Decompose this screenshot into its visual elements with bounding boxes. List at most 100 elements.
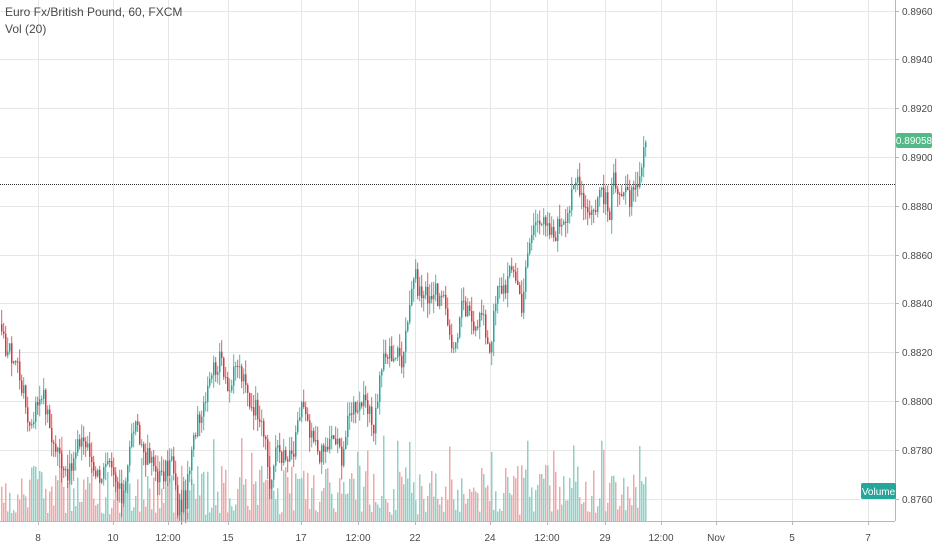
candle — [603, 174, 605, 214]
candle — [135, 420, 137, 436]
volume-bar — [159, 508, 161, 521]
volume-bar — [493, 509, 495, 521]
volume-bar — [297, 478, 299, 521]
volume-bar — [551, 511, 553, 521]
candle — [403, 351, 405, 378]
volume-bar — [453, 499, 455, 521]
volume-bar — [21, 478, 23, 521]
candle — [299, 407, 301, 422]
candle — [305, 401, 307, 422]
volume-bar — [3, 502, 5, 521]
volume-bar — [407, 478, 409, 521]
volume-bar — [49, 491, 51, 521]
candle — [407, 320, 409, 333]
volume-bar — [585, 481, 587, 521]
candle — [455, 341, 457, 353]
volume-bar — [635, 487, 637, 521]
volume-bar — [117, 481, 119, 521]
volume-bar — [327, 468, 329, 521]
volume-bar — [233, 510, 235, 521]
volume-bar — [279, 514, 281, 521]
volume-bar — [355, 499, 357, 521]
candle — [457, 332, 459, 350]
candle — [607, 185, 609, 222]
volume-bar — [289, 493, 291, 521]
volume-bar — [519, 514, 521, 521]
volume-bar — [265, 479, 267, 521]
candle — [331, 425, 333, 450]
candle — [363, 381, 365, 415]
volume-bar — [25, 496, 27, 521]
candle — [103, 462, 105, 486]
candle — [239, 354, 241, 379]
volume-bar — [429, 483, 431, 521]
volume-bar — [339, 478, 341, 521]
volume-bar — [263, 482, 265, 521]
candle — [641, 163, 643, 183]
volume-bar — [259, 469, 261, 521]
volume-bar — [137, 479, 139, 521]
candle — [465, 296, 467, 318]
candle — [405, 317, 407, 364]
candle — [575, 177, 577, 193]
volume-bar — [173, 512, 175, 521]
volume-bar — [461, 478, 463, 521]
volume-bar — [495, 491, 497, 521]
candle — [263, 418, 265, 448]
candle — [373, 424, 375, 442]
volume-bar — [425, 511, 427, 521]
candle — [63, 466, 65, 478]
candle — [201, 410, 203, 433]
volume-bar — [315, 510, 317, 521]
candle — [525, 260, 527, 300]
volume-bar — [41, 472, 43, 521]
candle — [509, 264, 511, 279]
volume-bar — [491, 451, 493, 521]
volume-bar — [503, 493, 505, 521]
candle — [357, 400, 359, 415]
candle — [315, 425, 317, 446]
volume-bar — [79, 501, 81, 521]
candle — [79, 434, 81, 450]
volume-bar — [105, 497, 107, 521]
volume-bar — [591, 495, 593, 521]
time-axis[interactable]: 8 10 12:00 15 17 12:00 22 24 12:00 29 12:00 Nov 5 7 — [35, 533, 871, 544]
volume-bar — [347, 493, 349, 521]
candle — [199, 411, 201, 437]
volume-bar — [13, 510, 15, 521]
volume-bar — [433, 496, 435, 521]
candle — [515, 263, 517, 284]
candle — [69, 450, 71, 485]
symbol-title[interactable]: Euro Fx/British Pound, 60, FXCM — [5, 5, 183, 19]
volume-bar — [363, 486, 365, 521]
candle — [271, 479, 273, 499]
candle — [447, 297, 449, 327]
volume-bar — [37, 479, 39, 521]
candle — [539, 210, 541, 235]
volume-bar — [449, 446, 451, 521]
candle — [307, 407, 309, 422]
volume-bar — [575, 481, 577, 521]
volume-bar — [197, 466, 199, 521]
candle — [503, 273, 505, 302]
time-tick-label: 8 — [35, 533, 41, 544]
volume-bar — [325, 469, 327, 521]
candle — [105, 452, 107, 481]
volume-indicator-label[interactable]: Vol (20) — [5, 22, 47, 36]
volume-bar — [287, 477, 289, 521]
candle — [327, 437, 329, 453]
volume-bar — [393, 489, 395, 521]
volume-bar — [39, 470, 41, 521]
candle — [547, 211, 549, 237]
candle — [85, 436, 87, 457]
candle — [303, 389, 305, 409]
volume-bar — [367, 450, 369, 521]
candle — [541, 222, 543, 227]
candle — [439, 292, 441, 310]
candle — [275, 435, 277, 472]
